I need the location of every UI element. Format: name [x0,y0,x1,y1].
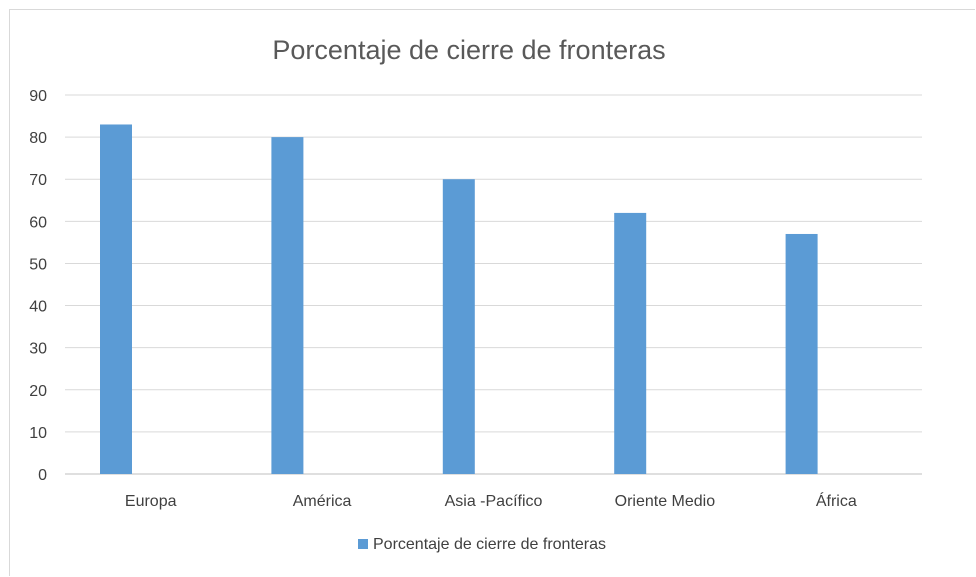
x-tick-label: América [293,493,352,510]
legend-label: Porcentaje de cierre de fronteras [373,536,606,553]
gridlines [65,94,922,475]
y-tick-label: 10 [29,425,47,442]
bars [100,124,818,474]
x-tick-label: África [816,491,857,510]
bar [614,212,647,474]
y-tick-label: 40 [29,299,47,316]
y-tick-label: 80 [29,130,47,147]
y-tick-label: 90 [29,88,47,105]
x-tick-label: Europa [125,493,177,510]
y-axis-ticks: 0 10 20 30 40 50 60 70 80 90 [29,88,47,484]
y-tick-label: 60 [29,214,47,231]
bar [442,179,475,474]
y-tick-label: 30 [29,341,47,358]
y-tick-label: 20 [29,383,47,400]
bar [100,124,132,474]
bar [271,137,304,474]
x-axis-ticks: Europa América Asia -Pacífico Oriente Medio… [125,491,857,510]
x-tick-label: Oriente Medio [615,493,716,510]
x-tick-label: Asia -Pacífico [445,493,543,510]
y-tick-label: 70 [29,172,47,189]
y-tick-label: 0 [38,467,47,484]
legend: Porcentaje de cierre de fronteras [358,536,606,553]
legend-swatch [358,539,368,549]
bar [785,233,818,474]
chart-title: Porcentaje de cierre de fronteras [272,35,665,65]
y-tick-label: 50 [29,256,47,273]
